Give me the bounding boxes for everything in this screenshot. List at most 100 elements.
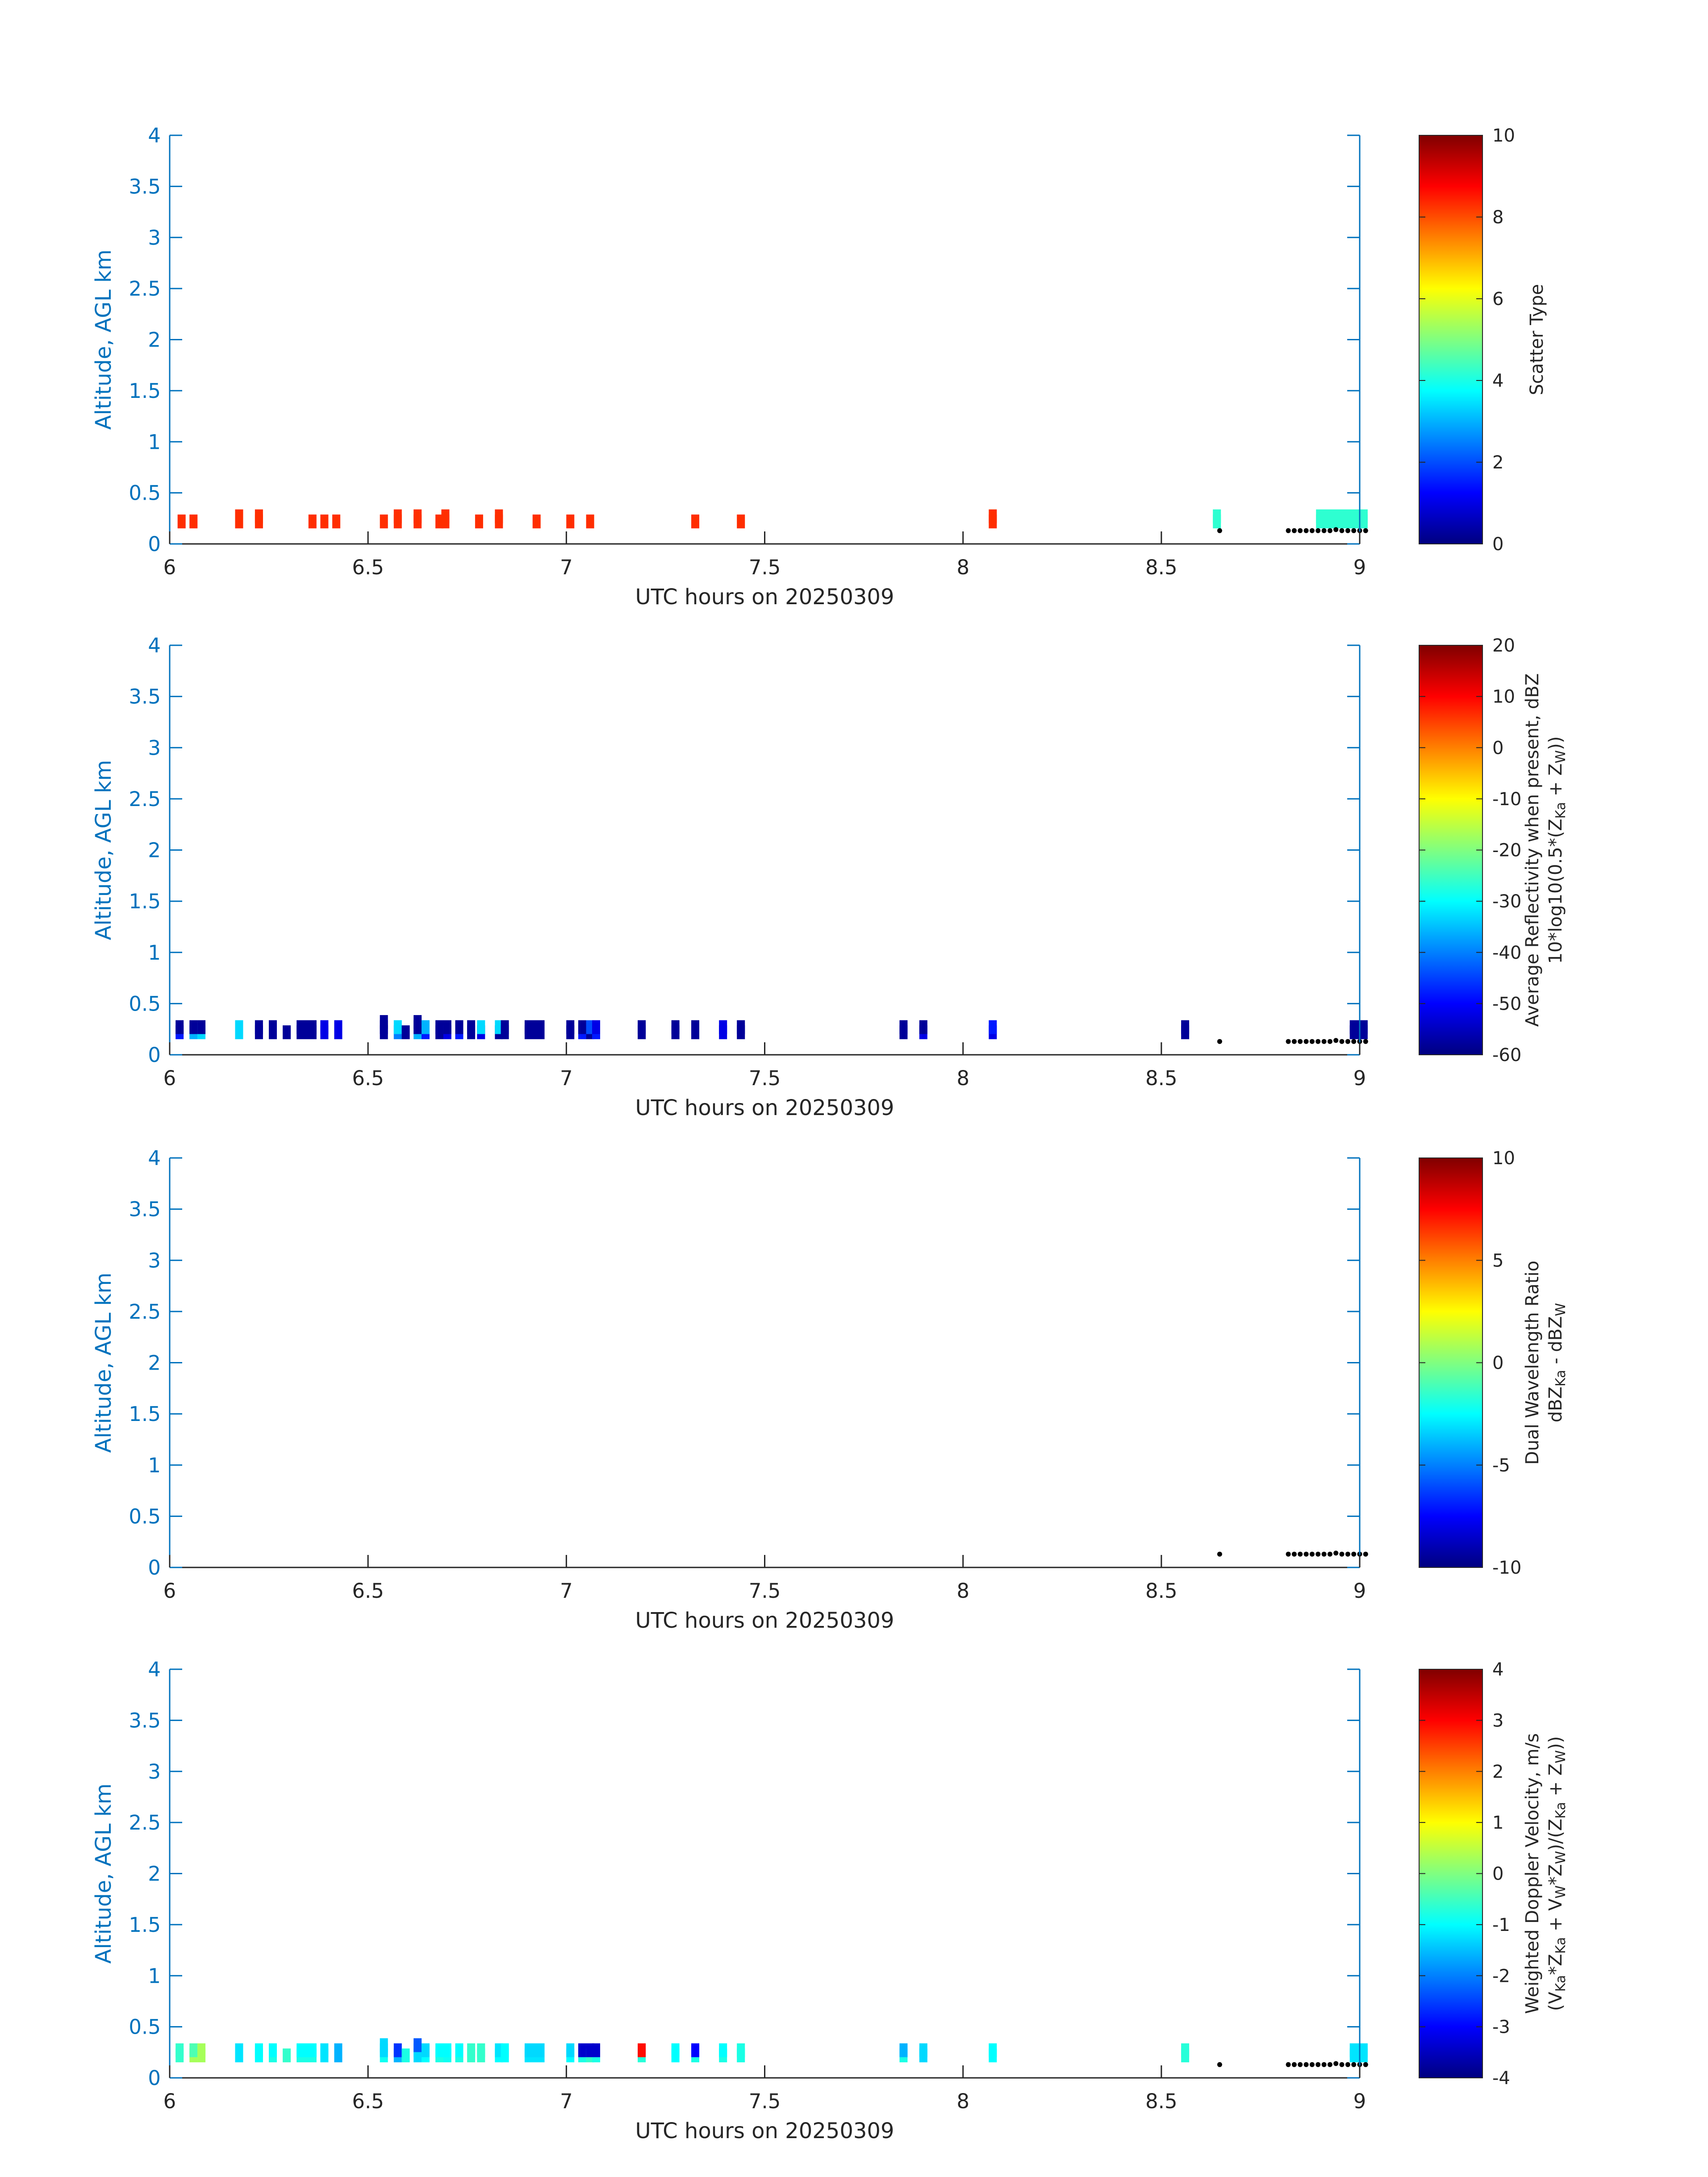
colorbar-label-part: + Z <box>1545 764 1566 802</box>
ground-marker <box>1327 1039 1332 1044</box>
data-cell <box>255 2043 263 2057</box>
ground-marker <box>1327 2062 1332 2067</box>
ground-marker <box>1345 528 1350 533</box>
x-tick-label: 7 <box>560 556 573 579</box>
colorbar-tick-label: -3 <box>1492 2017 1510 2038</box>
ground-marker <box>1286 1551 1291 1557</box>
y-tick-label: 0 <box>148 1043 161 1067</box>
colorbar-label-part: dBZ <box>1545 1387 1566 1422</box>
data-cell <box>691 2043 699 2057</box>
y-tick-label: 2.5 <box>129 1300 161 1324</box>
data-cell <box>413 509 422 523</box>
ground-marker <box>1291 1039 1297 1044</box>
panel-3: 0 0.5 1 1.5 2 2.5 3 3.5 4 6 6.5 7 7.5 8 8.5 9 UTC hours … <box>91 1146 1569 1633</box>
colorbar-tick-label: 4 <box>1492 1659 1503 1680</box>
colorbar-label-formula: dBZKa - dBZW <box>1545 1303 1569 1423</box>
x-tick-label: 8 <box>956 1066 969 1090</box>
colorbar-tick-label: 10 <box>1492 687 1515 707</box>
ground-marker <box>1309 1039 1315 1044</box>
x-tick-label: 7 <box>560 1579 573 1603</box>
data-cell <box>989 509 997 523</box>
data-cell <box>899 2043 908 2057</box>
colorbar-tick-label: 10 <box>1492 125 1515 146</box>
data-cell <box>197 1020 206 1034</box>
y-tick-label: 4 <box>148 634 161 657</box>
ground-marker <box>1321 1551 1327 1557</box>
colorbar-label-part: )/(Z <box>1545 1819 1566 1851</box>
ground-marker <box>1339 1551 1345 1557</box>
colorbar-tick-label: 4 <box>1492 371 1503 391</box>
data-cell <box>477 1020 485 1034</box>
data-cell <box>566 514 575 529</box>
data-cell <box>380 514 388 529</box>
ground-marker <box>1351 1039 1357 1044</box>
y-axis-label: Altitude, AGL km <box>91 1784 116 1964</box>
data-cell <box>919 2043 927 2057</box>
ground-marker <box>1217 1039 1222 1044</box>
ground-marker <box>1291 2062 1297 2067</box>
y-tick-label: 1.5 <box>129 379 161 403</box>
colorbar-tick-label: -60 <box>1492 1045 1521 1066</box>
colorbar-tick-label: 1 <box>1492 1813 1503 1833</box>
data-cell <box>413 1015 422 1029</box>
colorbar-label-subscript: Ka <box>1553 1802 1569 1819</box>
data-cell <box>671 1020 680 1034</box>
ground-marker <box>1345 1551 1350 1557</box>
colorbar-label-part: (V <box>1545 1992 1566 2011</box>
ground-marker <box>1345 1039 1350 1044</box>
data-cell <box>671 2043 680 2057</box>
data-cell <box>467 1020 476 1034</box>
panel-4: 0 0.5 1 1.5 2 2.5 3 3.5 4 6 6.5 7 7.5 8 8.5 9 UTC hours … <box>91 1658 1569 2144</box>
ground-marker <box>1315 528 1321 533</box>
ground-marker <box>1217 1551 1222 1557</box>
data-cell <box>283 2048 291 2063</box>
y-tick-label: 4 <box>148 124 161 147</box>
x-tick-label: 6.5 <box>352 2089 384 2113</box>
ground-marker <box>1303 2062 1309 2067</box>
data-cell <box>455 2043 464 2057</box>
x-tick-label: 6.5 <box>352 1579 384 1603</box>
y-axis-label: Altitude, AGL km <box>91 760 116 940</box>
y-axis-label: Altitude, AGL km <box>91 250 116 430</box>
ground-marker <box>1327 1551 1332 1557</box>
data-cell <box>413 2038 422 2052</box>
colorbar-label-part: 10*log10(0.5*(Z <box>1545 819 1566 964</box>
colorbar-label-subscript: W <box>1553 750 1569 764</box>
data-cell <box>401 1025 410 1040</box>
data-cell <box>1349 1020 1368 1034</box>
data-cell <box>332 514 341 529</box>
y-tick-label: 3 <box>148 736 161 760</box>
y-tick-label: 2 <box>148 839 161 862</box>
data-cell <box>691 514 699 529</box>
x-axis-label: UTC hours on 20250309 <box>635 1608 894 1633</box>
ground-marker <box>1333 1550 1339 1556</box>
colorbar-tick-label: 6 <box>1492 289 1503 309</box>
y-tick-label: 0 <box>148 532 161 556</box>
data-cell <box>435 1020 444 1034</box>
colorbar-label-subscript: W <box>1553 1885 1569 1899</box>
ground-marker <box>1351 1551 1357 1557</box>
colorbar-label-subscript: Ka <box>1553 1937 1569 1954</box>
data-cell <box>501 2043 509 2057</box>
y-tick-label: 1.5 <box>129 1402 161 1426</box>
data-cell <box>1181 2043 1190 2057</box>
x-tick-label: 9 <box>1353 1579 1366 1603</box>
colorbar-label-part: )) <box>1545 736 1566 750</box>
data-cell <box>393 1020 402 1034</box>
data-cell <box>566 2043 575 2057</box>
colorbar-label-subscript: Ka <box>1553 1975 1569 1992</box>
data-cell <box>235 2043 243 2057</box>
x-tick-label: 8 <box>956 2089 969 2113</box>
y-tick-label: 3 <box>148 226 161 250</box>
data-cell <box>455 1020 464 1034</box>
data-cell <box>532 514 541 529</box>
data-cell <box>737 1020 745 1034</box>
y-tick-label: 1 <box>148 941 161 965</box>
data-cell <box>334 2043 342 2057</box>
colorbar-tick-label: -30 <box>1492 891 1521 912</box>
ground-marker <box>1298 1551 1303 1557</box>
x-tick-label: 7.5 <box>749 1579 781 1603</box>
data-cell <box>308 514 317 529</box>
colorbar-tick-label: 2 <box>1492 1762 1503 1782</box>
data-cell <box>401 2048 410 2063</box>
